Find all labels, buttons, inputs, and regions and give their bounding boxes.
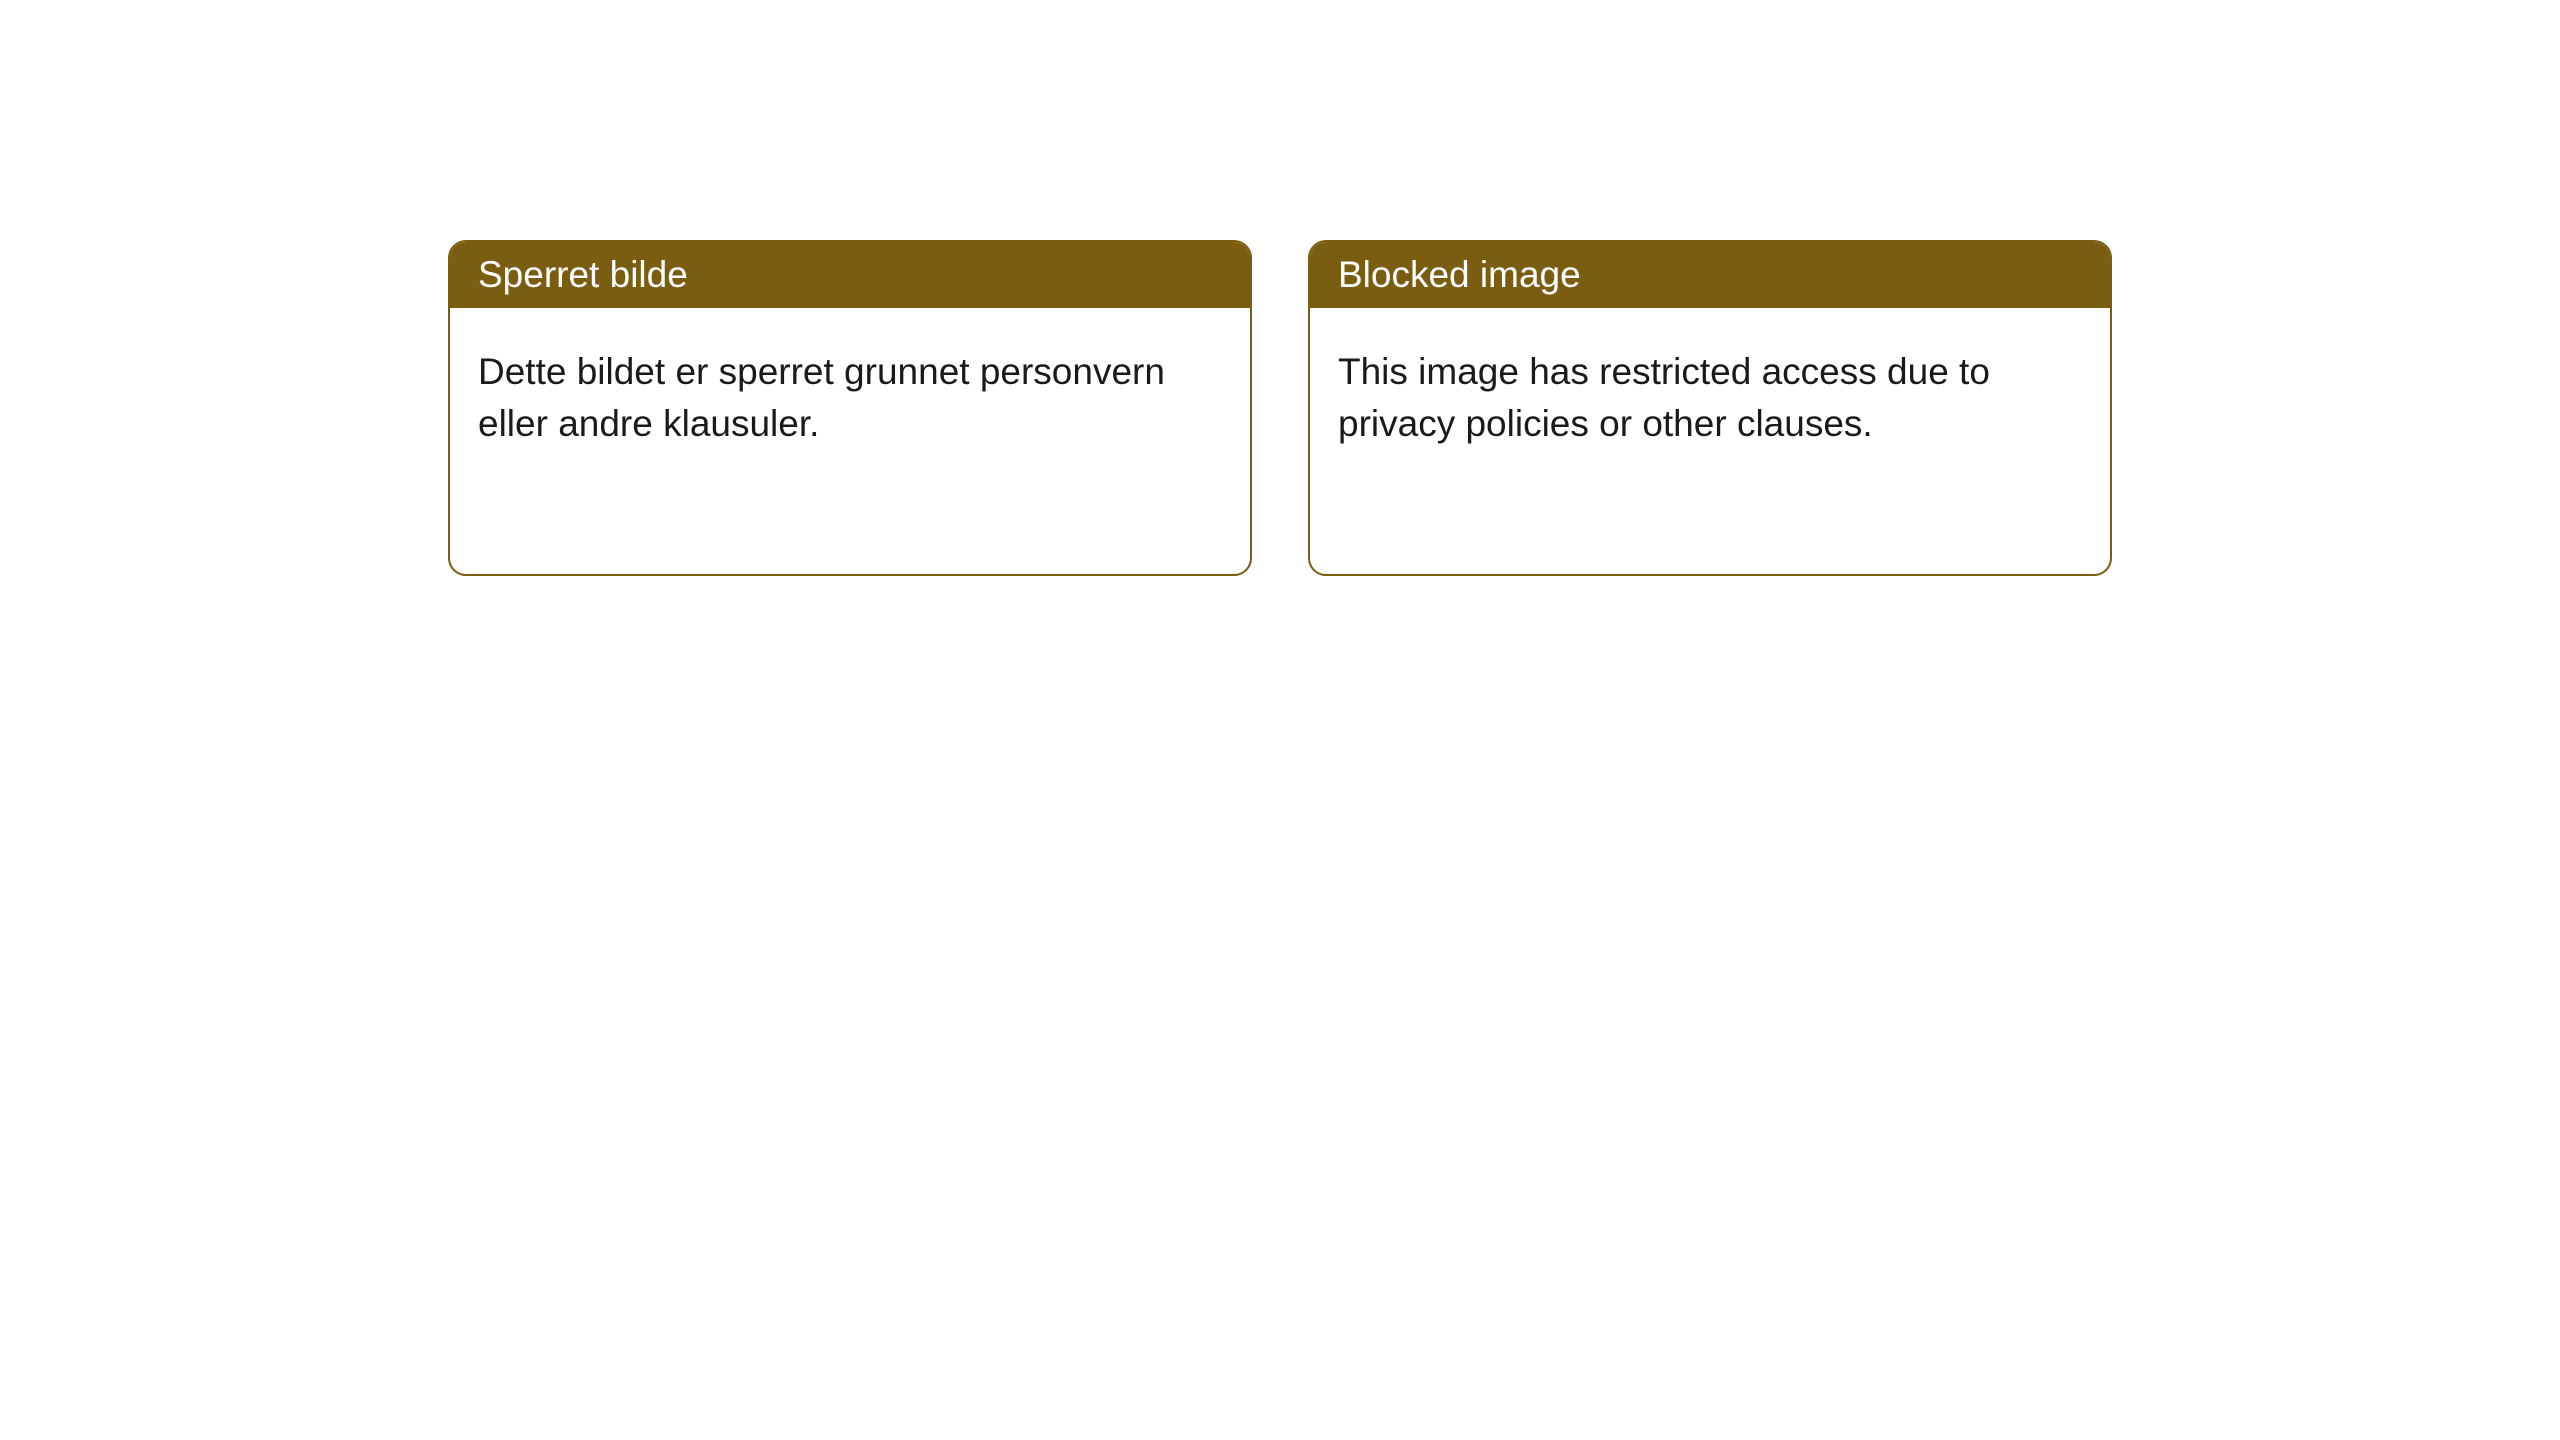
notice-title: Sperret bilde xyxy=(478,254,688,295)
notice-body-text: This image has restricted access due to … xyxy=(1338,351,1990,444)
notice-box-norwegian: Sperret bilde Dette bildet er sperret gr… xyxy=(448,240,1252,576)
notice-box-english: Blocked image This image has restricted … xyxy=(1308,240,2112,576)
notices-container: Sperret bilde Dette bildet er sperret gr… xyxy=(0,0,2560,576)
notice-header: Blocked image xyxy=(1310,242,2110,308)
notice-body: Dette bildet er sperret grunnet personve… xyxy=(450,308,1250,488)
notice-title: Blocked image xyxy=(1338,254,1581,295)
notice-body-text: Dette bildet er sperret grunnet personve… xyxy=(478,351,1165,444)
notice-body: This image has restricted access due to … xyxy=(1310,308,2110,488)
notice-header: Sperret bilde xyxy=(450,242,1250,308)
